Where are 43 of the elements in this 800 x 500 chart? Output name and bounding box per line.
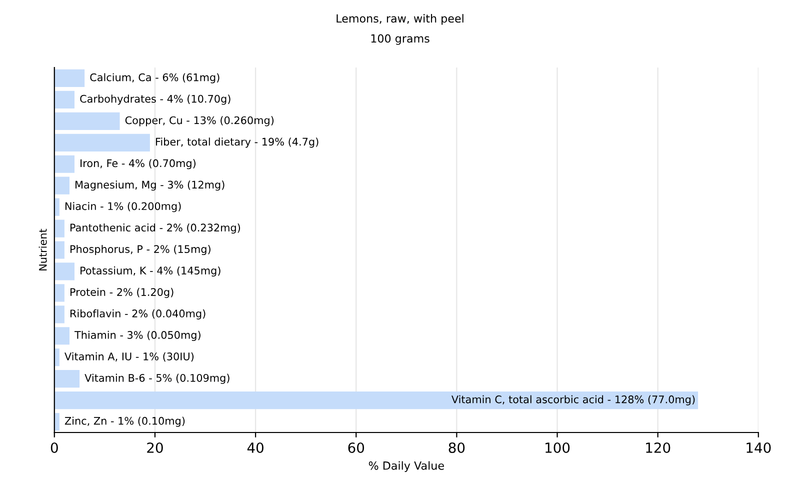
annotation: Phosphorus, P - 2% (15mg) <box>70 244 210 256</box>
annotation: Pantothenic acid - 2% (0.232mg) <box>70 223 240 234</box>
annotation: Potassium, K - 4% (145mg) <box>80 266 220 277</box>
x-tick-label: 20 <box>147 442 163 453</box>
bar <box>54 220 64 238</box>
bar <box>54 327 70 345</box>
annotation: Carbohydrates - 4% (10.70g) <box>80 94 230 105</box>
x-tick-label: 0 <box>50 442 58 453</box>
x-axis-title: % Daily Value <box>368 461 444 472</box>
bar <box>54 262 75 280</box>
annotation: Niacin - 1% (0.200mg) <box>65 202 181 212</box>
bar <box>54 155 75 173</box>
y-axis-title: Nutrient <box>38 228 47 270</box>
x-tick-label: 80 <box>448 442 465 453</box>
bar <box>54 69 85 88</box>
annotation: Thiamin - 3% (0.050mg) <box>74 330 200 341</box>
annotation: Magnesium, Mg - 3% (12mg) <box>76 180 224 191</box>
annotation: Vitamin C, total ascorbic acid - 128% (77.0mg) <box>451 395 695 406</box>
bar <box>54 241 64 259</box>
annotation: Vitamin B-6 - 5% (0.109mg) <box>84 374 230 384</box>
chart-title: Lemons, raw, with peel <box>336 14 464 25</box>
bar <box>54 176 70 194</box>
x-tick-label: 120 <box>646 442 670 453</box>
bar <box>54 391 698 410</box>
annotation: Calcium, Ca - 6% (61mg) <box>90 73 220 84</box>
annotation: Iron, Fe - 4% (0.70mg) <box>80 159 196 170</box>
bar <box>54 306 64 324</box>
x-tick-label: 140 <box>746 442 771 453</box>
x-tick-label: 100 <box>546 442 570 453</box>
annotation: Copper, Cu - 13% (0.260mg) <box>125 116 274 126</box>
x-tick-label: 60 <box>348 442 364 453</box>
bar <box>54 90 75 109</box>
bar <box>54 284 64 302</box>
annotation: Riboflavin - 2% (0.040mg) <box>70 309 206 320</box>
bar <box>54 370 80 388</box>
x-tick-label: 40 <box>247 442 264 453</box>
bar <box>54 112 120 130</box>
annotation: Fiber, total dietary - 19% (4.7g) <box>156 138 318 148</box>
chart-subtitle: 100 grams <box>371 34 430 45</box>
annotation: Protein - 2% (1.20g) <box>70 288 174 298</box>
annotation: Vitamin A, IU - 1% (30IU) <box>64 352 194 362</box>
bar <box>54 134 150 152</box>
annotation: Zinc, Zn - 1% (0.10mg) <box>64 416 185 427</box>
